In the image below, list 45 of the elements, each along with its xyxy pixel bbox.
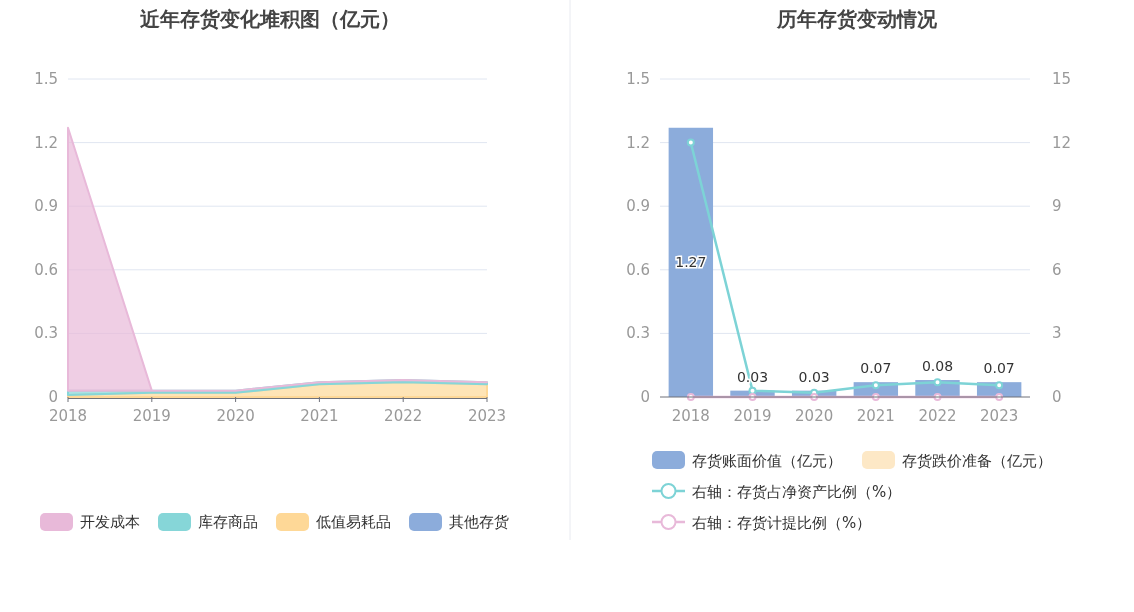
data-label: 0.07 (860, 360, 892, 377)
x-tick-label: 2022 (918, 407, 957, 425)
data-label: 0.07 (983, 360, 1015, 377)
x-tick-label: 2018 (48, 407, 88, 425)
x-tick-label: 2022 (384, 407, 423, 425)
x-tick-label: 2023 (980, 407, 1019, 425)
y2-tick-label: 12 (1052, 133, 1072, 152)
y2-tick-label: 15 (1052, 70, 1072, 88)
y-tick-label: 0.9 (34, 197, 58, 216)
x-tick-label: 2018 (671, 407, 710, 425)
legend-label: 存货账面价值（亿元） (692, 452, 842, 470)
y-tick-label: 1.5 (34, 70, 58, 88)
y-tick-label: 0 (48, 388, 58, 406)
x-tick-label: 2023 (467, 407, 507, 425)
y-tick-label: 0.3 (34, 324, 58, 343)
y-tick-label: 0 (640, 388, 650, 406)
x-tick-label: 2021 (856, 407, 895, 425)
legend-label: 右轴：存货占净资产比例（%） (692, 483, 902, 501)
data-label: 0.03 (798, 368, 830, 385)
x-tick-label: 2021 (300, 407, 339, 425)
x-tick-label: 2020 (795, 407, 834, 425)
y2-tick-label: 6 (1052, 260, 1062, 279)
y-tick-label: 1.2 (34, 133, 58, 152)
x-tick-label: 2019 (733, 407, 772, 425)
legend-label: 右轴：存货计提比例（%） (692, 514, 872, 532)
x-tick-label: 2019 (132, 407, 171, 425)
legend-label: 开发成本 (80, 513, 140, 531)
legend-label: 存货跌价准备（亿元） (902, 452, 1052, 470)
legend-label: 库存商品 (198, 513, 258, 531)
y-tick-label: 1.5 (626, 70, 650, 88)
y2-tick-label: 3 (1052, 324, 1062, 343)
y2-tick-label: 9 (1052, 197, 1062, 216)
chart-title: 历年存货变动情况 (776, 7, 938, 31)
data-label: 0.08 (921, 358, 954, 375)
y-tick-label: 0.6 (626, 260, 650, 279)
data-label: 1.27 (675, 254, 707, 271)
y-tick-label: 0.6 (34, 260, 58, 279)
y2-tick-label: 0 (1052, 388, 1062, 406)
legend-label: 其他存货 (449, 513, 509, 531)
y-tick-label: 0.9 (626, 197, 650, 216)
x-tick-label: 2020 (216, 407, 255, 425)
chart-title: 近年存货变化堆积图（亿元） (139, 7, 400, 31)
y-tick-label: 1.2 (626, 133, 650, 152)
y-tick-label: 0.3 (626, 324, 650, 343)
legend-label: 低值易耗品 (316, 513, 391, 531)
